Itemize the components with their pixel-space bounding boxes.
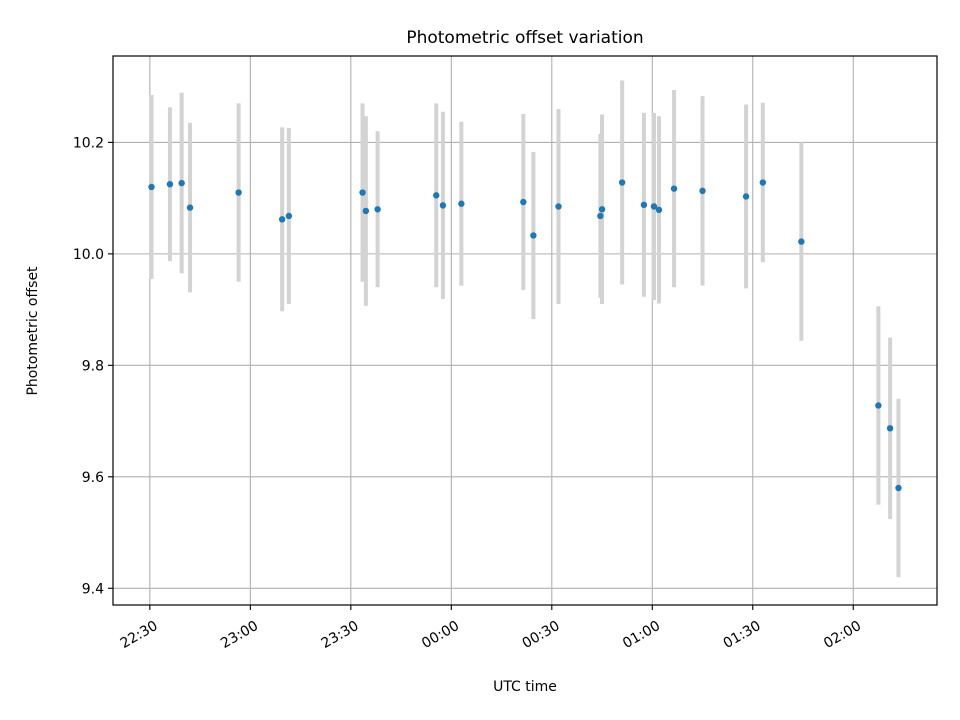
data-point [278,216,286,223]
data-point [598,206,606,213]
data-point [530,232,537,239]
data-point [178,179,185,187]
data-point [655,206,663,214]
y-axis-label: Photometric offset [25,266,41,396]
plot-frame [112,55,938,606]
data-points [148,179,902,492]
data-point [439,202,447,209]
data-point [798,238,805,245]
data-point [597,212,604,220]
data-point [699,187,706,195]
y-tick-label: 10.0 [73,247,104,263]
x-axis-label: UTC time [493,679,557,695]
data-point [235,189,242,196]
data-point [742,193,750,200]
data-point [555,203,562,210]
y-tick-label: 9.6 [82,470,104,486]
data-point [433,192,440,199]
data-point [520,198,527,206]
data-point [186,204,194,211]
data-point [650,203,658,210]
data-point [886,425,894,432]
data-point [618,179,626,186]
y-tick-label: 10.2 [73,135,104,151]
data-point [359,189,366,196]
chart-title: Photometric offset variation [406,28,643,48]
data-point [670,185,678,192]
data-point [374,206,381,213]
data-point [362,207,370,215]
y-tick-label: 9.4 [82,581,104,597]
data-point [285,212,293,220]
data-point [895,484,902,492]
data-point [759,179,767,186]
data-point [875,402,882,409]
data-point [640,201,648,209]
data-point [148,183,155,191]
y-tick-label: 9.8 [82,358,104,374]
data-point [166,180,174,188]
data-point [458,200,465,207]
